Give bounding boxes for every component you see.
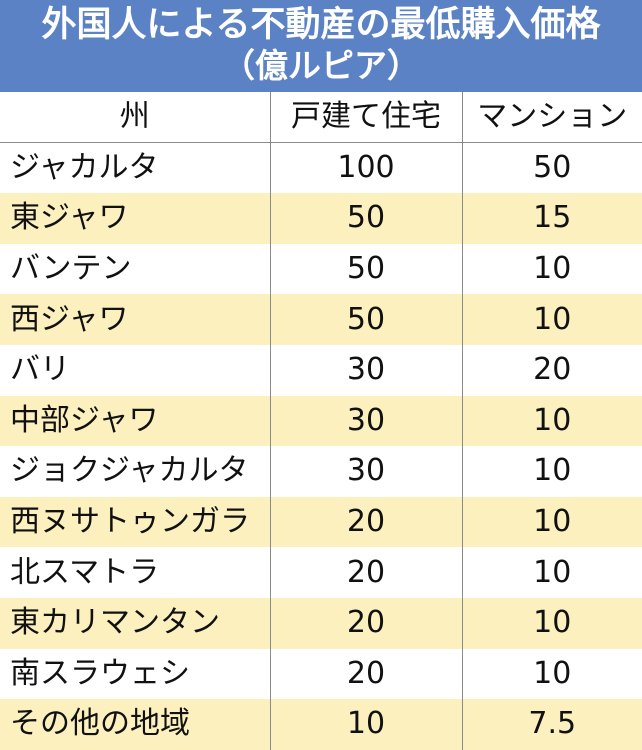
table-row: 東ジャワ 50 15 (0, 193, 642, 244)
province-name-cell: その他の地域 (0, 699, 271, 750)
province-name-cell: 中部ジャワ (0, 395, 271, 447)
table-row: 西ヌサトゥンガラ 20 10 (0, 496, 642, 548)
province-name-cell: 西ジャワ (0, 294, 271, 345)
province-name-cell: ジャカルタ (0, 142, 271, 194)
condo-price-cell: 15 (461, 193, 642, 244)
column-header-province: 州 (0, 92, 271, 144)
condo-price-cell: 10 (461, 294, 642, 345)
province-name-cell: 東カリマンタン (0, 597, 271, 649)
province-name-cell: バリ (0, 344, 271, 396)
column-header-house: 戸建て住宅 (269, 92, 463, 144)
house-price-cell: 100 (269, 142, 463, 194)
province-name-cell: 西ヌサトゥンガラ (0, 496, 271, 548)
house-price-cell: 20 (269, 648, 463, 700)
house-price-cell: 20 (269, 496, 463, 548)
condo-price-cell: 7.5 (461, 699, 642, 750)
table-row: バリ 30 20 (0, 344, 642, 396)
condo-price-cell: 20 (461, 344, 642, 396)
house-price-cell: 20 (269, 597, 463, 649)
condo-price-cell: 10 (461, 395, 642, 447)
title-bar: 外国人による不動産の最低購入価格 （億ルピア） (0, 0, 642, 92)
province-name-cell: バンテン (0, 243, 271, 295)
house-price-cell: 50 (269, 243, 463, 295)
table-header-row: 州 戸建て住宅 マンション (0, 92, 642, 144)
table-row: 南スラウェシ 20 10 (0, 648, 642, 700)
page-title: 外国人による不動産の最低購入価格 (41, 5, 601, 45)
table-row: ジョクジャカルタ 30 10 (0, 446, 642, 497)
condo-price-cell: 10 (461, 243, 642, 295)
table-row: 北スマトラ 20 10 (0, 547, 642, 598)
province-name-cell: 南スラウェシ (0, 648, 271, 700)
table-row: 西ジャワ 50 10 (0, 294, 642, 345)
condo-price-cell: 10 (461, 446, 642, 497)
table-row: バンテン 50 10 (0, 243, 642, 295)
house-price-cell: 20 (269, 547, 463, 598)
province-name-cell: 北スマトラ (0, 547, 271, 598)
house-price-cell: 50 (269, 294, 463, 345)
house-price-cell: 30 (269, 344, 463, 396)
table-body: ジャカルタ 100 50 東ジャワ 50 15 バンテン 50 10 西ジャワ 50 10 バリ 30 20… (0, 142, 642, 750)
house-price-cell: 50 (269, 193, 463, 244)
table-row: 東カリマンタン 20 10 (0, 597, 642, 649)
house-price-cell: 30 (269, 395, 463, 447)
house-price-cell: 30 (269, 446, 463, 497)
condo-price-cell: 10 (461, 597, 642, 649)
condo-price-cell: 10 (461, 648, 642, 700)
page-subtitle-unit: （億ルピア） (222, 46, 420, 85)
house-price-cell: 10 (269, 699, 463, 750)
table-row: その他の地域 10 7.5 (0, 699, 642, 750)
price-table: 州 戸建て住宅 マンション ジャカルタ 100 50 東ジャワ 50 15 バンテン 50 10… (0, 92, 642, 750)
table-row: ジャカルタ 100 50 (0, 142, 642, 194)
column-header-condo: マンション (461, 92, 642, 144)
province-name-cell: ジョクジャカルタ (0, 446, 271, 497)
province-name-cell: 東ジャワ (0, 193, 271, 244)
table-row: 中部ジャワ 30 10 (0, 395, 642, 447)
condo-price-cell: 10 (461, 547, 642, 598)
condo-price-cell: 50 (461, 142, 642, 194)
condo-price-cell: 10 (461, 496, 642, 548)
